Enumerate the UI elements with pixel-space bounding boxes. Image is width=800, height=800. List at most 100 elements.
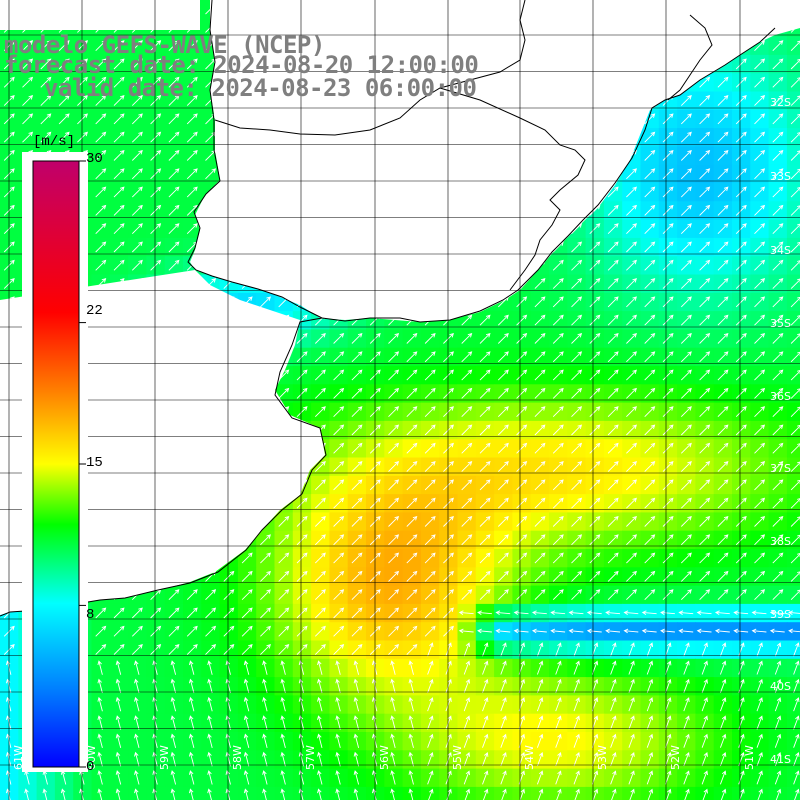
wind-arrow: [680, 204, 692, 216]
wind-arrow: [699, 149, 711, 161]
wind-arrow: [443, 552, 454, 564]
wind-arrow: [168, 168, 180, 180]
wind-speed-cell: [786, 366, 800, 385]
wind-arrow: [699, 552, 711, 564]
wind-arrow: [754, 223, 766, 235]
wind-speed-cell: [786, 384, 800, 404]
wind-arrow: [296, 570, 308, 582]
wind-arrow: [644, 461, 656, 472]
wind-arrow: [790, 351, 800, 363]
wind-arrow: [333, 387, 345, 399]
longitude-label: 52W: [669, 745, 682, 770]
wind-speed-cell: [0, 786, 19, 800]
wind-arrow: [735, 442, 747, 454]
wind-arrow: [479, 387, 491, 399]
wind-speed-cell: [768, 786, 788, 800]
wind-speed-cell: [786, 402, 800, 422]
wind-arrow: [699, 168, 711, 180]
wind-arrow: [772, 442, 784, 454]
wind-arrow: [351, 332, 363, 344]
wind-speed-cell: [786, 732, 800, 751]
wind-arrow: [699, 424, 711, 436]
wind-speed-cell: [549, 786, 568, 800]
wind-arrow: [571, 387, 583, 399]
wind-arrow: [790, 40, 800, 52]
wind-speed-cell: [786, 73, 800, 93]
wind-speed-cell: [786, 329, 800, 349]
wind-arrow: [735, 369, 747, 381]
wind-arrow: [95, 259, 107, 271]
wind-arrow: [516, 442, 528, 454]
wind-arrow: [443, 406, 454, 418]
wind-arrow: [754, 40, 766, 52]
wind-arrow: [479, 497, 491, 509]
wind-arrow: [552, 387, 564, 399]
wind-arrow: [680, 497, 692, 509]
wind-arrow: [626, 570, 637, 582]
wind-speed-cell: [402, 786, 422, 800]
wind-arrow: [150, 168, 162, 180]
wind-arrow: [717, 131, 729, 143]
wind-arrow: [150, 58, 162, 70]
wind-arrow: [717, 259, 729, 271]
wind-arrow: [680, 314, 692, 326]
wind-arrow: [333, 497, 345, 509]
wind-arrow: [680, 369, 692, 381]
wind-speed-cell: [750, 786, 770, 800]
wind-arrow: [662, 515, 674, 527]
wind-arrow: [662, 552, 674, 564]
wind-arrow: [790, 95, 800, 106]
wind-arrow: [680, 406, 692, 418]
wind-arrow: [662, 406, 674, 418]
wind-arrow: [461, 479, 473, 491]
wind-arrow: [790, 388, 800, 399]
wind-arrow: [461, 552, 473, 564]
wind-arrow: [406, 497, 418, 509]
wind-arrow: [680, 515, 692, 527]
wind-arrow: [754, 387, 766, 399]
wind-arrow: [754, 278, 766, 289]
wind-speed-cell: [640, 786, 660, 800]
wind-arrow: [662, 461, 674, 472]
wind-arrow: [735, 296, 747, 308]
wind-arrow: [772, 223, 784, 235]
wind-arrow: [406, 351, 418, 363]
wind-arrow: [717, 95, 729, 106]
wind-arrow: [241, 552, 253, 564]
wind-arrow: [662, 223, 674, 235]
wind-arrow: [589, 296, 601, 308]
wind-arrow: [717, 534, 729, 546]
wind-arrow: [443, 332, 454, 344]
longitude-label: 54W: [523, 745, 536, 770]
wind-arrow: [516, 406, 528, 418]
latitude-label: 32S: [770, 96, 791, 109]
wind-arrow: [589, 314, 601, 326]
wind-arrow: [58, 95, 70, 106]
wind-arrow: [296, 497, 308, 509]
wind-arrow: [351, 515, 363, 527]
wind-arrow: [168, 241, 180, 253]
wind-arrow: [388, 387, 400, 399]
wind-arrow: [680, 387, 692, 399]
wind-arrow: [699, 204, 711, 216]
latitude-label: 38S: [770, 535, 791, 548]
wind-arrow: [351, 442, 363, 454]
wind-arrow: [296, 332, 308, 344]
wind-arrow: [626, 552, 637, 564]
wind-arrow: [754, 95, 766, 106]
wind-arrow: [680, 278, 692, 289]
wind-arrow: [607, 406, 619, 418]
wind-speed-cell: [786, 183, 800, 202]
wind-arrow: [113, 168, 125, 180]
wind-arrow: [790, 553, 800, 564]
wind-arrow: [735, 95, 747, 106]
wind-arrow: [754, 149, 766, 161]
wind-arrow: [754, 58, 766, 70]
wind-arrow: [772, 296, 784, 308]
longitude-label: 59W: [158, 745, 171, 770]
wind-arrow: [314, 479, 326, 491]
wind-arrow: [40, 76, 52, 88]
wind-arrow: [497, 332, 509, 344]
wind-arrow: [552, 534, 564, 546]
